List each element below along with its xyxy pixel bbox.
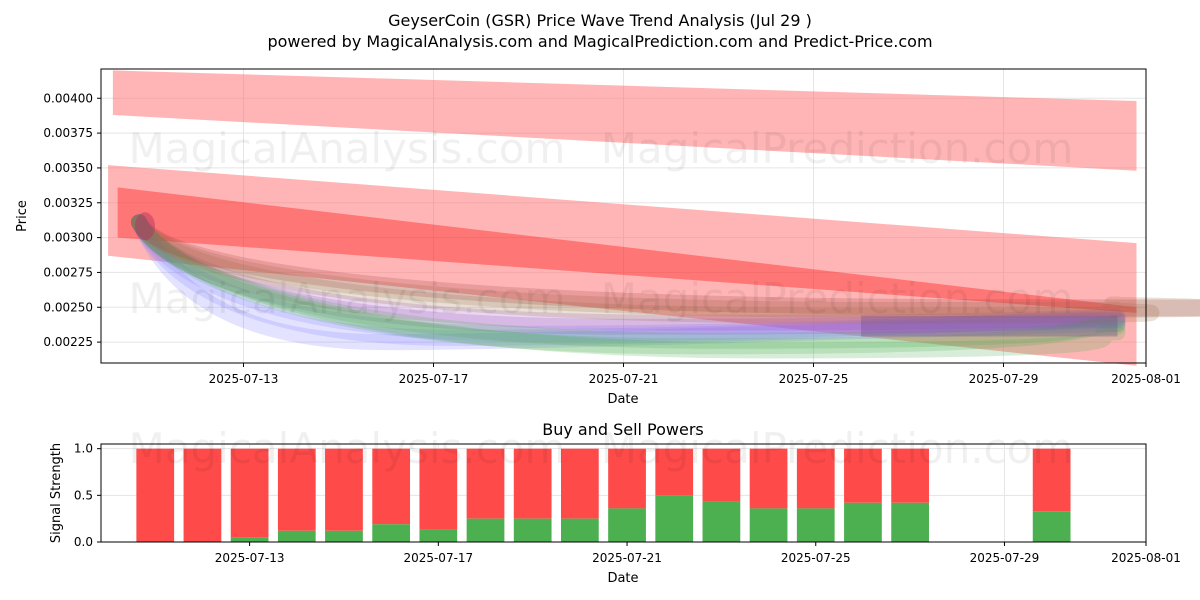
signal-bar-buy-3 [277,530,316,542]
signal-bar-sell-15 [844,448,882,503]
signal-x-tick-label: 2025-07-17 [403,551,473,565]
price-y-tick-label: 0.00350 [43,161,93,175]
price-wave-3 [131,214,1126,335]
signal-x-tick-label: 2025-08-01 [1111,551,1181,565]
price-y-tick-label: 0.00225 [43,335,93,349]
price-x-tick-label: 2025-08-01 [1111,372,1181,386]
price-wave-end-band [861,315,1118,337]
price-y-tick-label: 0.00300 [43,231,93,245]
signal-bar-sell-2 [230,448,269,538]
signal-bar-sell-0 [136,448,175,542]
price-band-1 [108,165,1137,366]
signal-bar-sell-8 [513,448,552,519]
price-y-label: Price [15,200,30,232]
signal-x-ticks: 2025-07-13 2025-07-17 2025-07-21 2025-07-25… [215,542,1181,565]
signal-bar-buy-13 [749,508,788,542]
watermark-prediction-2: MagicalPrediction.com [601,274,1074,323]
price-x-tick-label: 2025-07-13 [209,372,279,386]
signal-y-ticks: 0.0 0.5 1.0 [74,442,101,549]
signal-bar-sell-1 [183,448,222,542]
signal-bar-buy-4 [325,530,363,542]
price-y-tick-label: 0.00375 [43,126,93,140]
price-wave-9 [131,214,1200,319]
signal-x-tick-label: 2025-07-21 [592,551,662,565]
signal-bar-buy-7 [466,518,505,542]
signal-bar-sell-5 [372,448,411,525]
price-x-ticks: 2025-07-13 2025-07-17 2025-07-21 2025-07-25… [209,363,1181,386]
watermark-analysis: MagicalAnalysis.com [129,124,566,173]
signal-bar-sell-13 [749,448,788,509]
signal-bar-sell-17 [1032,448,1071,512]
price-wave-4 [131,214,1126,331]
price-band-0 [112,70,1137,171]
price-band-2 [117,187,1137,313]
signal-bar-buy-16 [891,502,929,542]
price-x-tick-label: 2025-07-17 [399,372,469,386]
price-wave-10 [131,214,1200,317]
signal-bar-buy-8 [513,518,552,542]
price-wave-2 [131,214,1126,342]
signal-y-label: Signal Strength [49,443,64,543]
signal-bar-buy-10 [608,508,646,542]
signal-bar-buy-14 [796,508,835,542]
price-y-tick-label: 0.00325 [43,196,93,210]
signal-bar-sell-14 [796,448,835,509]
signal-bar-buy-2 [230,537,269,542]
signal-bar-sell-9 [560,448,599,519]
signal-bar-sell-16 [891,448,929,503]
signal-y-tick-label: 0.5 [74,488,93,502]
price-wave-origin [135,212,155,241]
price-y-tick-label: 0.00275 [43,265,93,279]
signal-plot: Buy and Sell Powers MagicalAnalysis.com … [49,420,1181,586]
signal-bar-sell-10 [608,448,646,509]
signal-bar-sell-3 [277,448,316,531]
price-wave-0 [131,214,1126,351]
signal-bar-buy-12 [702,501,741,542]
price-y-ticks: 0.00225 0.00250 0.00275 0.00300 0.00325 0.003… [43,91,101,349]
watermark-analysis-3: MagicalAnalysis.com [129,424,566,473]
price-x-tick-label: 2025-07-21 [589,372,659,386]
price-plot: MagicalAnalysis.com MagicalPrediction.co… [15,68,1200,407]
signal-bar-sell-7 [466,448,505,519]
price-y-tick-label: 0.00250 [43,300,93,314]
signal-plot-frame [100,443,1147,543]
chart-title: GeyserCoin (GSR) Price Wave Trend Analys… [388,11,812,30]
signal-bar-buy-6 [419,529,458,542]
price-wave-7 [131,214,1126,349]
signal-bars [136,448,1071,542]
signal-bar-sell-4 [325,448,363,531]
price-wave-5 [131,214,1126,355]
signal-title: Buy and Sell Powers [542,420,704,439]
signal-bar-buy-17 [1032,511,1071,542]
watermark-analysis-2: MagicalAnalysis.com [129,274,566,323]
signal-bar-buy-15 [844,502,882,542]
signal-bar-sell-12 [702,448,741,502]
price-wave-6 [131,214,1126,359]
signal-watermarks: MagicalAnalysis.com MagicalPrediction.co… [129,424,1074,473]
price-wave-8 [131,214,1160,324]
price-wave-1 [131,214,1126,346]
signal-bar-buy-5 [372,524,411,542]
price-x-tick-label: 2025-07-25 [779,372,849,386]
price-waves [131,212,1200,359]
signal-bar-buy-11 [655,495,694,542]
signal-x-label: Date [607,571,638,586]
watermark-prediction-3: MagicalPrediction.com [601,424,1074,473]
signal-x-tick-label: 2025-07-25 [781,551,851,565]
signal-y-tick-label: 1.0 [74,442,93,456]
price-x-label: Date [607,392,638,407]
signal-bar-sell-6 [419,448,458,530]
signal-bar-sell-11 [655,448,694,496]
chart-subtitle: powered by MagicalAnalysis.com and Magic… [267,32,932,51]
price-y-tick-label: 0.00400 [43,91,93,105]
price-bands [108,70,1137,366]
watermark-prediction: MagicalPrediction.com [601,124,1074,173]
signal-x-tick-label: 2025-07-13 [215,551,285,565]
price-x-tick-label: 2025-07-29 [969,372,1039,386]
signal-y-tick-label: 0.0 [74,535,93,549]
signal-x-tick-label: 2025-07-29 [970,551,1040,565]
price-watermarks: MagicalAnalysis.com MagicalPrediction.co… [129,124,1074,323]
signal-bar-buy-9 [560,518,599,542]
